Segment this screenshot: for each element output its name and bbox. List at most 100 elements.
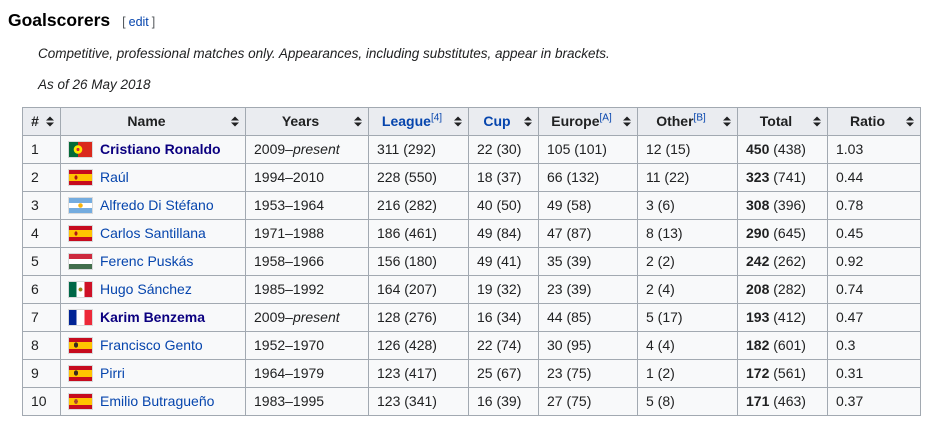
player-link[interactable]: Hugo Sánchez (100, 281, 192, 297)
player-link[interactable]: Emilio Butragueño (100, 393, 215, 409)
years-cell: 1964–1979 (245, 359, 369, 388)
column-header-total[interactable]: Total (737, 107, 828, 136)
cup-cell: 40 (50) (468, 191, 539, 220)
total-cell: 242 (262) (737, 247, 828, 276)
player-link[interactable]: Pirri (100, 365, 125, 381)
europe-cell: 44 (85) (538, 303, 638, 332)
total-header-label: Total (759, 113, 793, 129)
ratio-cell: 0.37 (827, 387, 921, 416)
player-link[interactable]: Carlos Santillana (100, 225, 206, 241)
league-cell: 126 (428) (368, 331, 469, 360)
other-cell: 5 (17) (637, 303, 738, 332)
cup-cell: 25 (67) (468, 359, 539, 388)
sort-arrows-icon[interactable] (622, 116, 631, 127)
league-header-link[interactable]: League (381, 113, 431, 129)
edit-bracket-open: [ (122, 15, 126, 29)
name-cell: Karim Benzema (60, 303, 246, 332)
rank-cell: 9 (22, 359, 61, 388)
column-header-league[interactable]: League[4] (368, 107, 469, 136)
name-cell: Alfredo Di Stéfano (60, 191, 246, 220)
player-link[interactable]: Alfredo Di Stéfano (100, 197, 214, 213)
ratio-cell: 0.92 (827, 247, 921, 276)
years-text: 2009– (254, 309, 293, 325)
edit-link[interactable]: edit (128, 15, 149, 29)
europe-header-label: Europe (551, 113, 600, 129)
years-header-label: Years (281, 113, 320, 129)
mexico-flag-icon (69, 282, 92, 297)
other-cell: 3 (6) (637, 191, 738, 220)
years-cell: 1994–2010 (245, 163, 369, 192)
europe-cell: 23 (39) (538, 275, 638, 304)
sort-arrows-icon[interactable] (812, 116, 821, 127)
sort-arrows-icon[interactable] (905, 116, 914, 127)
sort-arrows-icon[interactable] (45, 116, 54, 127)
total-cell: 308 (396) (737, 191, 828, 220)
table-row: 8 Francisco Gento 1952–1970 126 (428) 22 (74… (22, 331, 921, 360)
total-cell: 323 (741) (737, 163, 828, 192)
total-goals: 171 (746, 393, 770, 409)
cup-cell: 16 (34) (468, 303, 539, 332)
years-present-text: present (292, 309, 340, 325)
table-row: 4 Carlos Santillana 1971–1988 186 (461) 49 (… (22, 219, 921, 248)
europe-cell: 35 (39) (538, 247, 638, 276)
player-link[interactable]: Raúl (100, 169, 129, 185)
sort-arrows-icon[interactable] (722, 116, 731, 127)
total-goals: 450 (746, 141, 770, 157)
total-cell: 208 (282) (737, 275, 828, 304)
league-cell: 216 (282) (368, 191, 469, 220)
column-header-cup[interactable]: Cup (468, 107, 539, 136)
player-link[interactable]: Ferenc Puskás (100, 253, 194, 269)
rank-cell: 5 (22, 247, 61, 276)
edit-section: [edit] (122, 15, 155, 29)
sort-arrows-icon[interactable] (230, 116, 239, 127)
column-header-name[interactable]: Name (60, 107, 246, 136)
europe-cell: 27 (75) (538, 387, 638, 416)
years-text: 1953–1964 (254, 197, 325, 213)
europe-footnote-link[interactable]: [A] (599, 112, 612, 124)
total-apps: (412) (769, 309, 806, 325)
total-goals: 308 (746, 197, 770, 213)
table-body: 1 Cristiano Ronaldo 2009–present 311 (292) 2… (22, 135, 921, 416)
years-cell: 1953–1964 (245, 191, 369, 220)
cup-header-link[interactable]: Cup (483, 113, 511, 129)
column-header-other[interactable]: Other[B] (637, 107, 738, 136)
player-link[interactable]: Francisco Gento (100, 337, 203, 353)
column-header-europe[interactable]: Europe[A] (538, 107, 638, 136)
sort-arrows-icon[interactable] (453, 116, 462, 127)
table-note: Competitive, professional matches only. … (38, 46, 610, 61)
section-heading: Goalscorers [edit] (8, 9, 926, 33)
total-goals: 290 (746, 225, 770, 241)
total-cell: 182 (601) (737, 331, 828, 360)
ratio-cell: 0.47 (827, 303, 921, 332)
years-cell: 1983–1995 (245, 387, 369, 416)
rank-cell: 4 (22, 219, 61, 248)
other-footnote-link[interactable]: [B] (693, 112, 706, 124)
ratio-cell: 0.78 (827, 191, 921, 220)
league-cell: 311 (292) (368, 135, 469, 164)
league-cell: 156 (180) (368, 247, 469, 276)
other-cell: 2 (2) (637, 247, 738, 276)
ratio-cell: 0.45 (827, 219, 921, 248)
column-header-ratio[interactable]: Ratio (827, 107, 921, 136)
years-text: 1958–1966 (254, 253, 325, 269)
europe-cell: 47 (87) (538, 219, 638, 248)
rank-cell: 10 (22, 387, 61, 416)
years-text: 1971–1988 (254, 225, 325, 241)
total-apps: (601) (769, 337, 806, 353)
years-text: 1983–1995 (254, 393, 325, 409)
sort-arrows-icon[interactable] (523, 116, 532, 127)
total-cell: 450 (438) (737, 135, 828, 164)
column-header-rank[interactable]: # (22, 107, 61, 136)
other-cell: 11 (22) (637, 163, 738, 192)
other-cell: 8 (13) (637, 219, 738, 248)
player-link[interactable]: Cristiano Ronaldo (100, 141, 221, 157)
sort-arrows-icon[interactable] (353, 116, 362, 127)
as-of-date: As of 26 May 2018 (38, 77, 151, 92)
player-link[interactable]: Karim Benzema (100, 309, 206, 325)
column-header-years[interactable]: Years (245, 107, 369, 136)
other-cell: 2 (4) (637, 275, 738, 304)
league-footnote-link[interactable]: [4] (430, 112, 443, 124)
total-goals: 242 (746, 253, 770, 269)
spain-1945-flag-icon (69, 338, 92, 353)
table-row: 9 Pirri 1964–1979 123 (417) 25 (67) 23 (75) 1 … (22, 359, 921, 388)
